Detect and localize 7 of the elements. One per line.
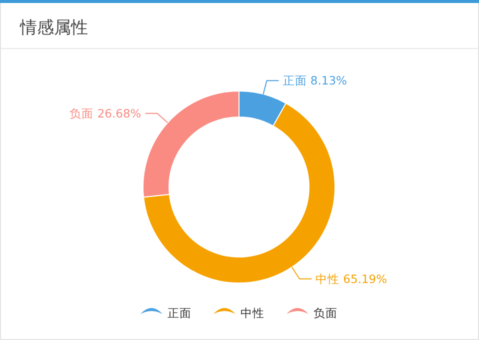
legend-label: 正面 (168, 306, 192, 320)
chart-title: 情感属性 (19, 18, 88, 38)
category-label: 负面 26.68% (70, 106, 142, 120)
legend-label: 中性 (240, 306, 264, 320)
legend-label: 负面 (314, 306, 338, 320)
category-label: 中性 65.19% (316, 272, 388, 286)
category-label: 正面 8.13% (282, 74, 347, 88)
